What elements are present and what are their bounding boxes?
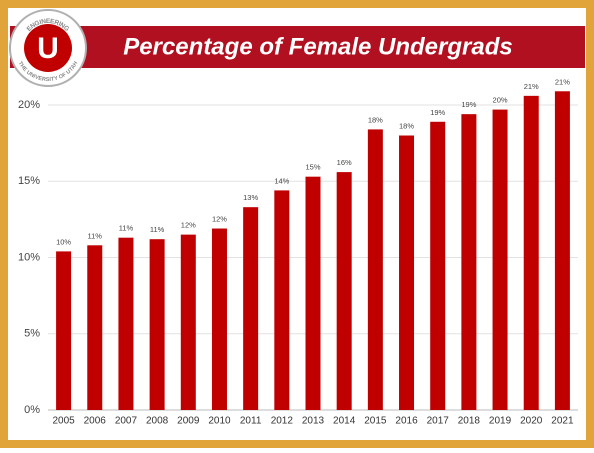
bar bbox=[87, 245, 103, 410]
data-label: 12% bbox=[212, 215, 227, 224]
bar bbox=[367, 129, 383, 410]
x-tick-label: 2013 bbox=[302, 416, 325, 427]
x-tick-label: 2011 bbox=[240, 416, 262, 427]
bar bbox=[492, 109, 508, 410]
data-label: 19% bbox=[461, 100, 476, 109]
y-tick-label: 10% bbox=[18, 251, 40, 263]
bar bbox=[274, 190, 290, 410]
x-tick-label: 2018 bbox=[458, 416, 481, 427]
x-tick-label: 2012 bbox=[271, 416, 294, 427]
data-label: 21% bbox=[555, 77, 570, 86]
x-tick-label: 2010 bbox=[208, 416, 231, 427]
bar bbox=[149, 239, 165, 410]
data-label: 13% bbox=[243, 193, 258, 202]
data-label: 11% bbox=[150, 225, 165, 234]
x-tick-label: 2016 bbox=[395, 416, 418, 427]
x-tick-label: 2014 bbox=[333, 416, 356, 427]
x-tick-label: 2009 bbox=[177, 416, 200, 427]
y-tick-label: 0% bbox=[24, 404, 40, 416]
x-tick-label: 2008 bbox=[146, 416, 169, 427]
x-tick-label: 2015 bbox=[364, 416, 387, 427]
bar bbox=[523, 95, 539, 410]
data-label: 14% bbox=[274, 176, 289, 185]
chart-title: Percentage of Female Undergrads bbox=[123, 33, 512, 60]
bar bbox=[554, 91, 570, 411]
logo-center bbox=[24, 24, 72, 72]
data-label: 12% bbox=[181, 221, 196, 230]
data-label: 18% bbox=[399, 121, 414, 130]
x-tick-label: 2021 bbox=[551, 416, 574, 427]
x-tick-label: 2007 bbox=[115, 416, 138, 427]
data-label: 16% bbox=[337, 158, 352, 167]
logo-letter: U bbox=[37, 32, 59, 65]
data-label: 11% bbox=[119, 224, 134, 233]
bar bbox=[118, 237, 134, 410]
bar bbox=[399, 135, 415, 410]
bar bbox=[243, 207, 259, 410]
x-tick-label: 2005 bbox=[52, 416, 75, 427]
bar bbox=[180, 234, 196, 410]
x-tick-label: 2019 bbox=[489, 416, 512, 427]
bar bbox=[56, 251, 72, 410]
bar bbox=[211, 228, 227, 410]
data-label: 18% bbox=[368, 115, 383, 124]
data-label: 19% bbox=[430, 108, 445, 117]
data-label: 20% bbox=[493, 96, 508, 105]
title-banner bbox=[10, 26, 585, 68]
bar bbox=[430, 121, 446, 411]
data-label: 21% bbox=[524, 82, 539, 91]
bar bbox=[305, 176, 321, 410]
x-tick-label: 2006 bbox=[84, 416, 107, 427]
y-tick-label: 15% bbox=[18, 175, 40, 187]
y-tick-label: 20% bbox=[18, 99, 40, 111]
data-label: 15% bbox=[305, 163, 320, 172]
y-tick-label: 5% bbox=[24, 328, 40, 340]
bar bbox=[336, 172, 352, 410]
bar bbox=[461, 114, 477, 411]
slide-background bbox=[8, 8, 586, 440]
x-tick-label: 2017 bbox=[427, 416, 450, 427]
x-tick-label: 2020 bbox=[520, 416, 543, 427]
data-label: 11% bbox=[88, 231, 103, 240]
data-label: 10% bbox=[56, 237, 71, 246]
